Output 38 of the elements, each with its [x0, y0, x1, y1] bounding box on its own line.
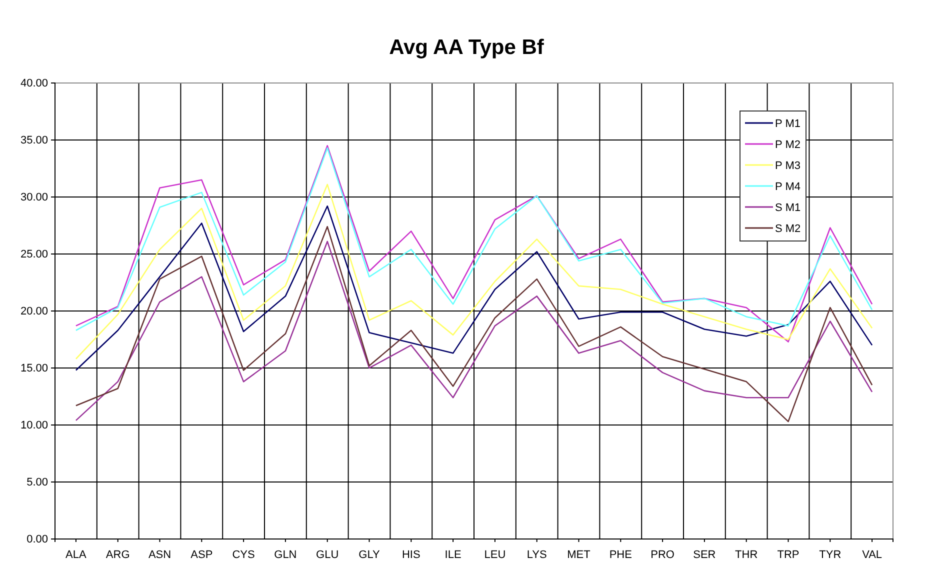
x-tick-label: HIS [402, 548, 420, 561]
y-tick-label: 40.00 [20, 78, 48, 90]
x-tick-label: ASN [148, 548, 172, 561]
line-series [75, 184, 873, 360]
line-series [75, 205, 873, 371]
x-tick-label: PRO [650, 548, 675, 561]
x-tick-label: VAL [862, 548, 882, 561]
legend-label: P M1 [775, 118, 800, 130]
y-tick-label: 35.00 [20, 134, 48, 147]
y-tick-label: 25.00 [20, 248, 48, 261]
legend-label: P M2 [775, 138, 800, 151]
y-tick-label: 20.00 [20, 306, 48, 318]
x-tick-label: THR [735, 548, 758, 561]
y-tick-label: 10.00 [20, 420, 48, 432]
legend-label: S M2 [775, 222, 801, 235]
y-tick-label: 0.00 [26, 534, 48, 546]
x-tick-label: ASP [190, 548, 213, 561]
chart-title: Avg AA Type Bf [389, 36, 545, 59]
y-tick-label: 30.00 [20, 192, 48, 204]
x-tick-label: GLN [274, 548, 297, 561]
x-tick-label: SER [693, 548, 716, 561]
x-tick-label: LYS [526, 548, 547, 561]
legend-label: S M1 [775, 202, 801, 214]
x-tick-label: ARG [106, 548, 130, 561]
x-tick-label: LEU [484, 548, 506, 561]
legend-label: P M3 [775, 160, 800, 172]
x-tick-label: TYR [819, 548, 842, 561]
x-tick-label: GLU [316, 548, 339, 561]
x-tick-label: GLY [358, 548, 381, 561]
x-tick-label: ILE [444, 548, 462, 561]
y-tick-label: 5.00 [26, 476, 48, 489]
x-tick-label: PHE [609, 548, 632, 561]
legend-label: P M4 [775, 180, 800, 193]
y-tick-label: 15.00 [20, 362, 48, 375]
x-tick-label: MET [567, 548, 591, 561]
x-tick-label: CYS [232, 548, 255, 561]
x-tick-label: ALA [66, 548, 88, 561]
x-tick-label: TRP [777, 548, 800, 561]
